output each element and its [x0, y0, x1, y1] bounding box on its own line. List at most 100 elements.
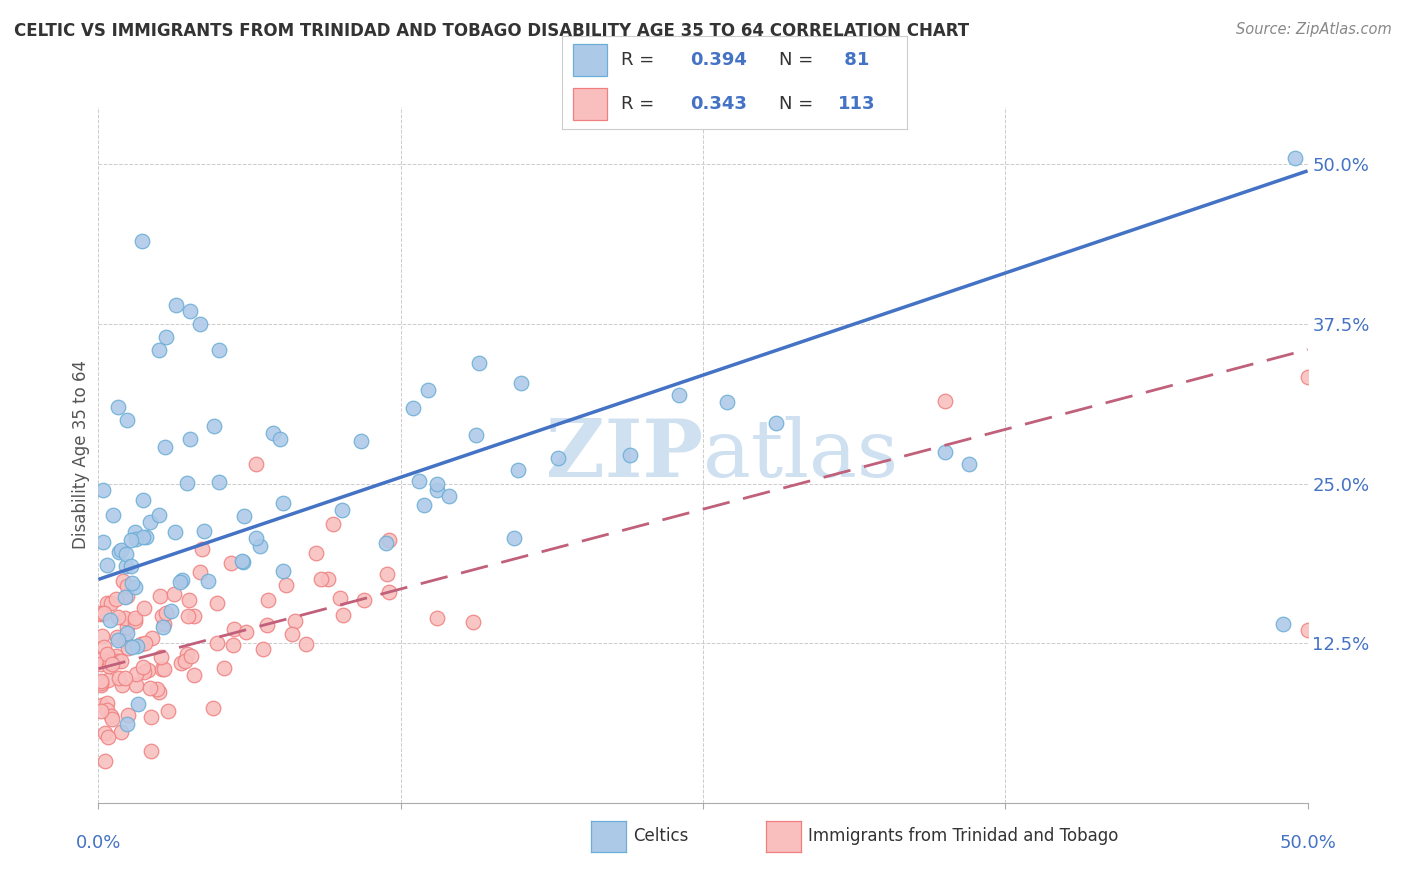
Point — [93, 754, 115, 768]
Point — [146, 682, 169, 697]
Point — [150, 650, 173, 665]
Point — [91, 698, 114, 712]
Point — [124, 525, 146, 540]
Point — [160, 604, 183, 618]
Point — [437, 490, 460, 504]
Point — [353, 592, 375, 607]
Text: 0.0%: 0.0% — [76, 834, 121, 852]
Point — [104, 648, 127, 663]
Point — [155, 607, 177, 621]
Point — [232, 555, 254, 569]
Point — [117, 717, 139, 731]
Point — [148, 343, 170, 357]
Point — [510, 376, 533, 391]
Point — [165, 524, 187, 539]
Point — [124, 611, 146, 625]
Point — [204, 419, 226, 434]
Point — [205, 596, 228, 610]
Text: 50.0%: 50.0% — [1279, 834, 1336, 852]
Point — [136, 663, 159, 677]
Point — [114, 590, 136, 604]
Point — [465, 427, 488, 442]
Point — [374, 536, 396, 550]
Point — [284, 614, 307, 628]
Point — [134, 601, 156, 615]
Point — [316, 573, 339, 587]
Point — [402, 401, 425, 415]
Point — [502, 532, 524, 546]
Point — [463, 615, 485, 629]
Point — [107, 400, 129, 414]
Point — [139, 744, 162, 758]
Point — [132, 530, 155, 544]
Point — [152, 620, 174, 634]
Point — [101, 508, 124, 522]
Point — [98, 659, 121, 673]
Point — [155, 440, 177, 454]
Y-axis label: Disability Age 35 to 64: Disability Age 35 to 64 — [72, 360, 90, 549]
Point — [170, 656, 193, 670]
Point — [115, 579, 138, 593]
Point — [114, 611, 136, 625]
Point — [96, 703, 118, 717]
Point — [98, 656, 121, 670]
Point — [245, 458, 267, 472]
Point — [107, 633, 129, 648]
Point — [120, 559, 142, 574]
Point — [124, 532, 146, 546]
Point — [132, 659, 155, 673]
Point — [467, 356, 489, 370]
Point — [107, 654, 129, 668]
Point — [506, 463, 529, 477]
Point — [115, 547, 138, 561]
Point — [547, 451, 569, 466]
Point — [134, 636, 156, 650]
Point — [149, 589, 172, 603]
Point — [183, 668, 205, 682]
Point — [156, 704, 179, 718]
Point — [180, 648, 202, 663]
Point — [90, 606, 112, 620]
Point — [124, 614, 146, 628]
Point — [426, 483, 449, 497]
Point — [765, 416, 787, 430]
Point — [245, 531, 267, 545]
Text: N =: N = — [779, 95, 820, 113]
Point — [274, 578, 297, 592]
Point — [155, 330, 177, 344]
Point — [232, 508, 254, 523]
Point — [100, 651, 122, 665]
Point — [153, 662, 176, 676]
Point — [426, 610, 449, 624]
Point — [100, 613, 122, 627]
Text: Source: ZipAtlas.com: Source: ZipAtlas.com — [1236, 22, 1392, 37]
Point — [139, 710, 162, 724]
Point — [179, 304, 201, 318]
Point — [131, 637, 153, 651]
Point — [188, 565, 211, 579]
Point — [112, 574, 135, 589]
Bar — [572, 44, 607, 76]
Point — [172, 574, 194, 588]
Point — [115, 620, 138, 634]
Point — [295, 637, 318, 651]
Point — [90, 678, 112, 692]
Point — [124, 580, 146, 594]
Text: 81: 81 — [838, 51, 869, 69]
Point — [93, 606, 115, 620]
Text: Celtics: Celtics — [633, 827, 688, 846]
Point — [96, 651, 118, 665]
Point — [176, 476, 198, 491]
Point — [202, 701, 225, 715]
Point — [97, 730, 120, 744]
Point — [90, 675, 112, 690]
Point — [426, 476, 449, 491]
Point — [117, 707, 139, 722]
Point — [418, 383, 440, 397]
Point — [114, 634, 136, 648]
Point — [197, 574, 219, 588]
Point — [179, 593, 201, 607]
Point — [205, 636, 228, 650]
Point — [148, 508, 170, 523]
Point — [269, 432, 291, 446]
